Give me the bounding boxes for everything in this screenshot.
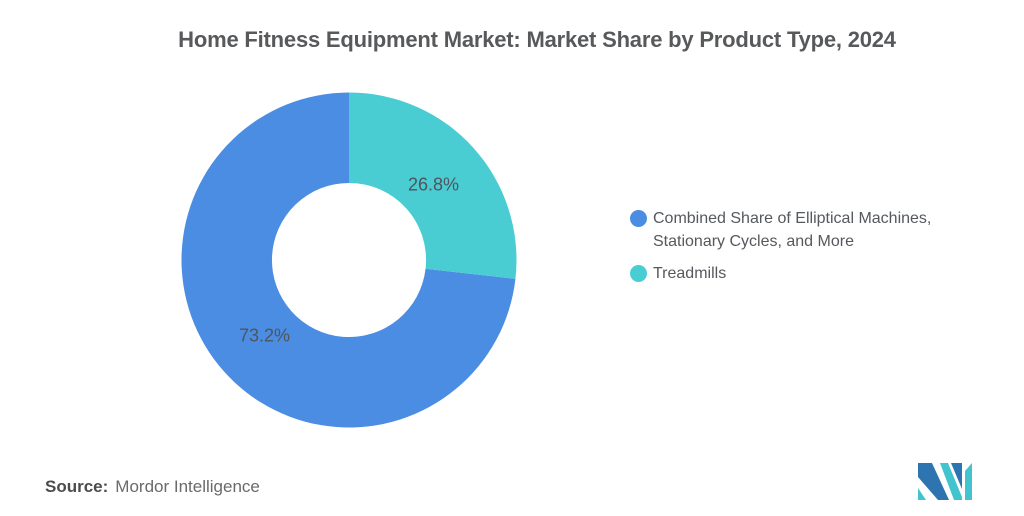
source-text: Mordor Intelligence — [115, 477, 260, 496]
donut-chart-svg: 73.2% 26.8% — [181, 92, 517, 428]
logo-mark-icon — [918, 463, 972, 500]
donut-chart: 73.2% 26.8% — [181, 92, 517, 428]
legend-label-treadmills: Treadmills — [653, 265, 727, 282]
donut-slice — [181, 92, 516, 428]
legend-item-combined: Combined Share of Elliptical Machines, S… — [630, 207, 970, 253]
legend-marker-blue-icon — [630, 210, 647, 227]
slice-percent-label: 73.2% — [239, 325, 290, 345]
legend-label-combined: Combined Share of Elliptical Machines, S… — [653, 210, 932, 250]
mordor-intelligence-logo — [918, 463, 972, 500]
chart-legend: Combined Share of Elliptical Machines, S… — [630, 207, 970, 294]
slice-percent-label: 26.8% — [408, 175, 459, 195]
chart-title: Home Fitness Equipment Market: Market Sh… — [178, 27, 896, 52]
source-label: Source: — [45, 477, 109, 496]
donut-slice — [349, 92, 517, 279]
legend-marker-teal-icon — [630, 265, 647, 282]
source-attribution: Source: Mordor Intelligence — [45, 477, 260, 497]
legend-item-treadmills: Treadmills — [630, 262, 970, 285]
